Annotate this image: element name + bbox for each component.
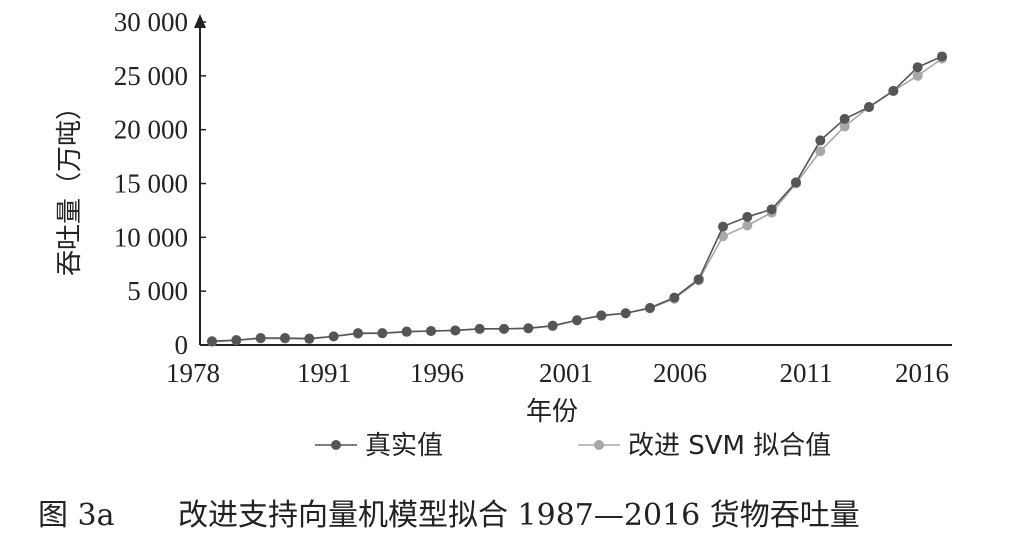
data-point bbox=[377, 328, 388, 339]
y-tick-label: 0 bbox=[175, 330, 189, 360]
series-layer bbox=[207, 51, 947, 347]
data-point bbox=[426, 326, 436, 337]
data-point bbox=[596, 310, 607, 321]
data-point bbox=[669, 292, 680, 303]
data-point bbox=[839, 121, 850, 132]
data-point bbox=[450, 325, 461, 336]
data-point bbox=[839, 113, 850, 124]
axes bbox=[194, 14, 952, 346]
x-tick-label: 1991 bbox=[297, 358, 351, 388]
data-point bbox=[815, 146, 826, 157]
data-point bbox=[304, 333, 315, 344]
data-point bbox=[255, 333, 266, 344]
data-point bbox=[912, 62, 923, 73]
y-axis-ticks: 0 5 000 10 000 15 000 20 000 25 000 30 000 bbox=[114, 7, 206, 360]
data-point bbox=[815, 135, 826, 146]
legend-label: 改进 SVM 拟合值 bbox=[628, 431, 831, 461]
data-point bbox=[912, 70, 923, 81]
y-axis-arrow bbox=[194, 14, 206, 28]
data-point bbox=[207, 336, 217, 347]
x-axis-ticks: 1978 1991 1996 2001 2006 2011 2016 bbox=[166, 358, 949, 388]
data-point bbox=[742, 211, 753, 222]
data-point bbox=[718, 221, 728, 232]
y-tick-label: 10 000 bbox=[114, 222, 188, 252]
data-point bbox=[864, 102, 874, 113]
x-tick-label: 2011 bbox=[780, 358, 833, 388]
x-tick-label: 1978 bbox=[166, 358, 220, 388]
data-point bbox=[791, 177, 801, 188]
data-point bbox=[231, 335, 242, 346]
legend-item: 真实值 bbox=[315, 431, 443, 461]
x-tick-label: 2001 bbox=[539, 358, 593, 388]
data-point bbox=[499, 323, 509, 334]
data-point bbox=[766, 204, 777, 215]
series-0 bbox=[207, 51, 947, 347]
data-point bbox=[742, 220, 753, 231]
y-tick-label: 20 000 bbox=[114, 115, 188, 145]
x-tick-label: 1996 bbox=[410, 358, 464, 388]
data-point bbox=[328, 331, 339, 342]
data-point bbox=[572, 315, 582, 326]
data-point bbox=[693, 274, 704, 285]
data-point bbox=[280, 333, 290, 344]
y-tick-label: 5 000 bbox=[127, 276, 188, 306]
legend-label: 真实值 bbox=[365, 431, 443, 461]
data-point bbox=[401, 326, 412, 337]
y-axis-title: 吞吐量（万吨） bbox=[55, 94, 85, 276]
data-point bbox=[547, 320, 558, 331]
x-axis-title: 年份 bbox=[526, 397, 578, 427]
data-point bbox=[937, 51, 947, 62]
figure-number: 图 3a bbox=[38, 498, 115, 533]
y-tick-label: 25 000 bbox=[114, 61, 188, 91]
figure-caption: 图 3a 改进支持向量机模型拟合 1987—2016 货物吞吐量 bbox=[38, 490, 998, 534]
series-line bbox=[211, 57, 943, 343]
series-line bbox=[211, 55, 943, 343]
x-tick-label: 2006 bbox=[653, 358, 707, 388]
legend-item: 改进 SVM 拟合值 bbox=[578, 431, 831, 461]
series-1 bbox=[207, 53, 947, 347]
data-point bbox=[474, 323, 485, 334]
y-tick-label: 30 000 bbox=[114, 7, 188, 37]
chart: 0 5 000 10 000 15 000 20 000 25 000 30 000 197… bbox=[55, 7, 952, 461]
data-point bbox=[353, 328, 363, 339]
data-point bbox=[523, 323, 534, 334]
y-tick-label: 15 000 bbox=[114, 169, 188, 199]
legend-swatch-marker bbox=[331, 440, 341, 450]
legend: 真实值 改进 SVM 拟合值 bbox=[315, 431, 831, 461]
legend-swatch-marker bbox=[594, 440, 604, 450]
x-tick-label: 2016 bbox=[895, 358, 949, 388]
figure-caption-text: 改进支持向量机模型拟合 1987—2016 货物吞吐量 bbox=[178, 498, 860, 533]
data-point bbox=[620, 308, 631, 319]
data-point bbox=[888, 85, 899, 96]
data-point bbox=[645, 302, 655, 313]
